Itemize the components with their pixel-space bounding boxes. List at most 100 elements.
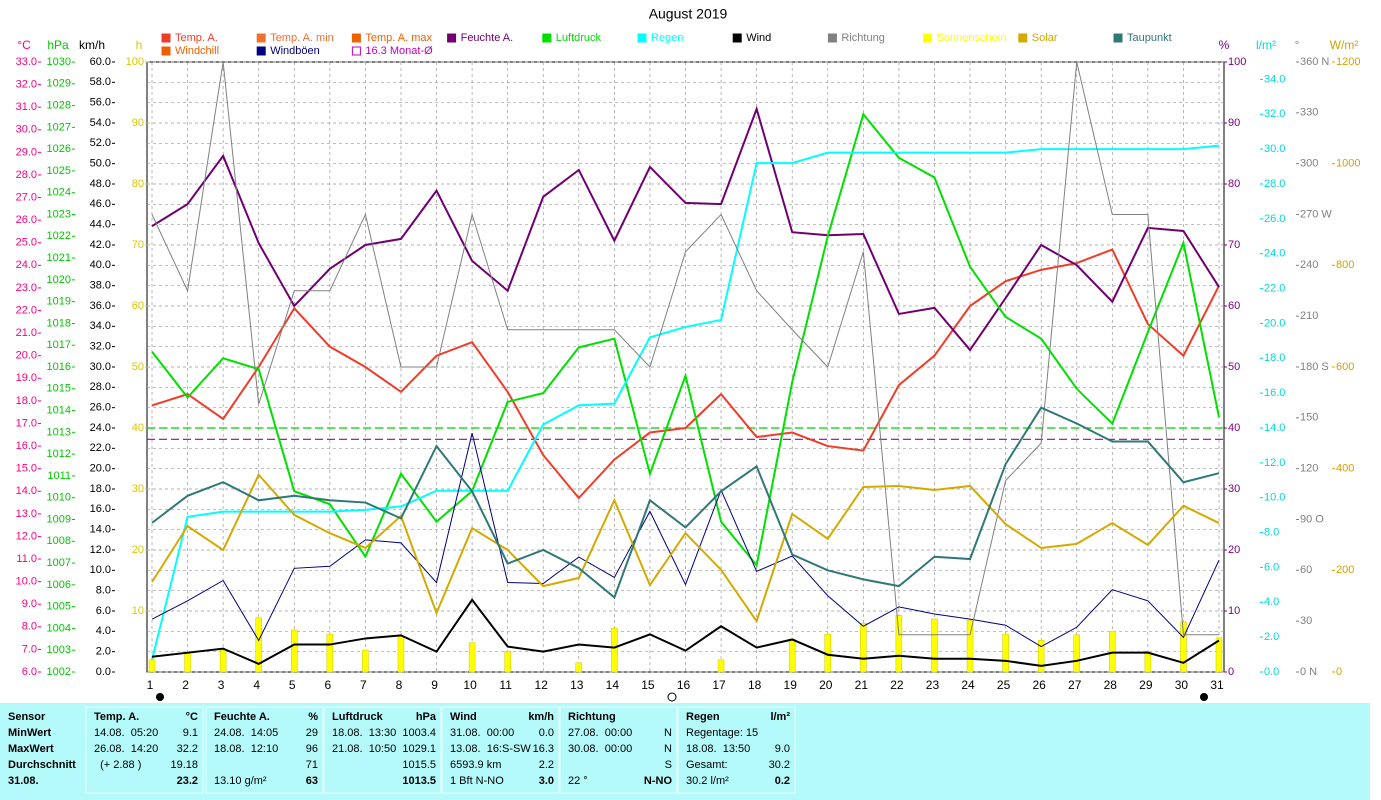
legend-swatch [351,46,361,56]
y-tick-label: 31.0 [16,101,37,113]
table-cell: 19.18 [170,759,198,771]
y-tick-label: 4.0 [96,625,111,637]
table-cell: 29 [306,727,318,739]
table-cell: 0.2 [775,775,790,787]
y-tick-label: 1016 [47,361,71,373]
table-cell: 1 Bft N-NO [450,775,504,787]
y-tick-label: 50 [1228,361,1240,373]
legend-swatch [1113,33,1123,43]
y-tick-label: 0 N [1300,666,1317,678]
legend-label: Feuchte A. [461,32,514,44]
y-tick-label: 36.0 [90,300,111,312]
y-tick-label: 40 [132,422,144,434]
y-tick-label: 360 N [1300,56,1329,68]
y-tick-label: 40.0 [90,259,111,271]
x-tick-label: 23 [926,678,940,692]
table-group [559,706,678,794]
bar [148,659,156,673]
table-cell: Gesamt: [686,759,728,771]
y-tick-label: 1019 [47,296,71,308]
y-tick-label: 15.0 [16,463,37,475]
table-cell: N [664,727,672,739]
x-tick-label: 5 [289,678,296,692]
y-tick-label: 1022 [47,230,71,242]
table-group [677,706,796,794]
y-tick-label: 17.0 [16,417,37,429]
y-tick-label: 26.0 [16,214,37,226]
x-tick-label: 18 [748,678,762,692]
bar [255,617,262,673]
bar [788,638,796,673]
y-tick-label: 8.0 [1264,526,1279,538]
y-tick-label: 10.0 [1264,492,1285,504]
y-tick-label: 180 S [1300,361,1329,373]
table-cell: 1015.5 [402,759,436,771]
y-tick-label: 1011 [47,470,71,482]
legend-label: Taupunkt [1127,32,1172,44]
table-cell: Richtung [568,711,616,723]
x-tick-label: 22 [890,678,904,692]
y-tick-label: 1200 [1336,56,1360,68]
y-tick-label: 240 [1300,259,1318,271]
legend-label: Wind [746,32,771,44]
table-cell: 9.0 [775,743,790,755]
y-tick-label: 27.0 [16,191,37,203]
y-tick-label: 8.0 [96,585,111,597]
table-cell: 32.2 [177,743,198,755]
table-cell: S [665,759,672,771]
y-tick-label: 22.0 [16,304,37,316]
table-cell: Durchschnitt [8,759,76,771]
y-tick-label: 100 [126,56,144,68]
y-tick-label: 18.0 [90,483,111,495]
table-group [323,706,442,794]
y-tick-label: 400 [1336,463,1354,475]
y-tick-label: 8.0 [22,621,37,633]
y-tick-label: 30 [132,483,144,495]
y-tick-label: 56.0 [90,97,111,109]
table-cell: °C [186,711,198,723]
y-tick-label: 19.0 [16,372,37,384]
y-tick-label: 20 [132,544,144,556]
y-tick-label: 11.0 [16,553,37,565]
y-tick-label: 1027 [47,121,71,133]
plot-frame [146,61,1225,673]
y-tick-label: 20.0 [1264,317,1285,329]
y-tick-label: 60.0 [90,56,111,68]
y-tick-label: 80 [132,178,144,190]
bar [895,615,903,673]
y-tick-label: 800 [1336,259,1354,271]
legend-swatch [447,33,457,43]
y-tick-label: 1018 [47,317,71,329]
y-tick-label: 16.0 [16,440,37,452]
table-group [85,706,204,794]
y-tick-label: 1012 [47,448,71,460]
y-tick-label: 13.0 [16,508,37,520]
y-tick-label: 330 [1300,107,1318,119]
table-cell: km/h [528,711,554,723]
table-cell: l/m² [770,711,790,723]
series-line [151,105,1220,352]
x-tick-label: 25 [997,678,1011,692]
y-tick-label: 60 [1300,564,1312,576]
moon-symbol [667,692,677,702]
series-line [151,61,1219,636]
y-tick-label: 44.0 [90,219,111,231]
x-tick-label: 7 [360,678,367,692]
table-cell: 31.08. 00:00 [450,727,514,739]
axis-unit: hPa [47,38,69,52]
y-tick-label: 48.0 [90,178,111,190]
table-cell: Regen [686,711,720,723]
y-tick-label: 50.0 [90,158,111,170]
series-line [151,248,1220,500]
table-cell: 0.0 [539,727,554,739]
y-tick-label: 70 [132,239,144,251]
table-cell: MaxWert [8,743,54,755]
y-tick-label: 1008 [47,535,71,547]
table-cell: 1029.1 [402,743,436,755]
x-tick-label: 12 [535,678,549,692]
table-cell: 2.2 [539,759,554,771]
y-tick-label: 1023 [47,208,71,220]
y-tick-label: 0 [1228,666,1234,678]
y-tick-label: 6.0 [96,605,111,617]
